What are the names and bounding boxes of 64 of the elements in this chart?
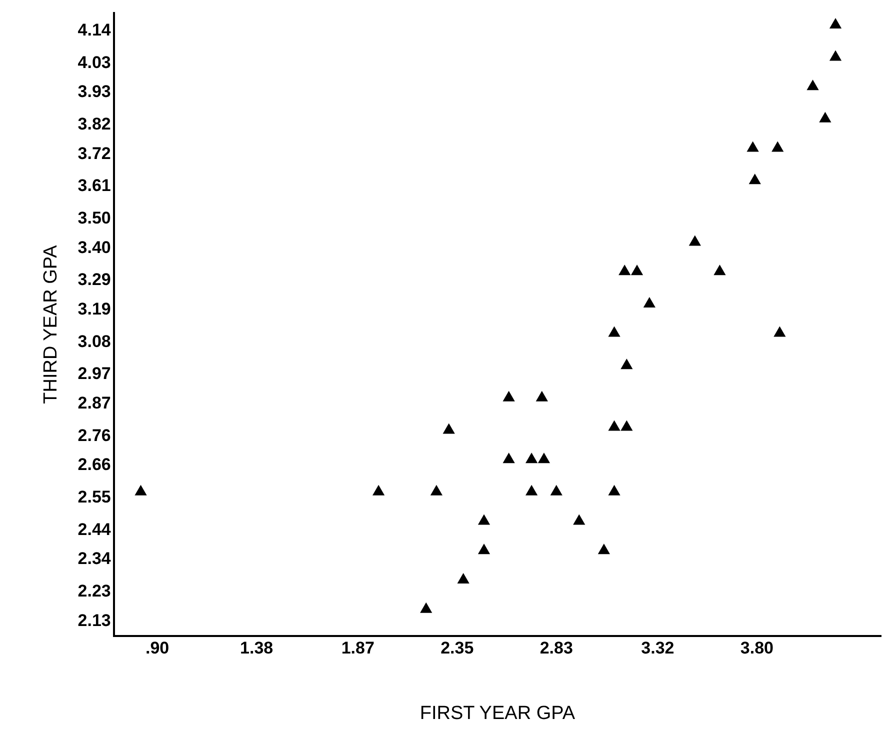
- x-tick-label: 2.35: [440, 638, 474, 658]
- point: [689, 236, 701, 246]
- point: [747, 142, 758, 152]
- point: [538, 453, 550, 464]
- point: [478, 544, 490, 554]
- y-tick-label: 4.14: [78, 20, 112, 40]
- point: [807, 80, 818, 90]
- point: [135, 485, 146, 496]
- x-tick-label: 1.87: [341, 638, 374, 658]
- y-tick-label: 2.44: [78, 520, 112, 539]
- y-tick-label: 3.40: [78, 238, 111, 257]
- point: [526, 485, 538, 496]
- point: [608, 326, 620, 337]
- point: [526, 453, 538, 464]
- point: [478, 514, 490, 525]
- point: [503, 391, 515, 402]
- point: [598, 544, 610, 554]
- x-tick-label: 2.83: [540, 638, 573, 658]
- point: [608, 485, 620, 496]
- x-axis-title: FIRST YEAR GPA: [420, 702, 576, 724]
- y-tick-label: 2.87: [78, 393, 111, 412]
- point: [420, 602, 432, 613]
- y-tick-label: 2.55: [78, 487, 111, 506]
- y-axis-title: THIRD YEAR GPA: [40, 244, 62, 404]
- y-tick-label: 2.34: [78, 549, 112, 568]
- point: [618, 265, 630, 276]
- x-tick-label: 3.32: [641, 638, 674, 658]
- x-tick-label: .90: [145, 638, 170, 658]
- point: [774, 326, 786, 337]
- point: [372, 485, 384, 496]
- point: [830, 18, 842, 28]
- y-tick-label: 2.97: [78, 364, 111, 384]
- y-tick-label: 4.03: [78, 52, 111, 72]
- y-tick-label: 2.76: [78, 426, 111, 445]
- y-tick-label: 3.19: [78, 300, 111, 319]
- y-tick-label: 3.82: [78, 114, 111, 134]
- x-tick-label: 3.80: [740, 638, 774, 658]
- point: [608, 420, 620, 431]
- y-tick-label: 2.23: [78, 581, 111, 600]
- y-tick-label: 3.29: [78, 270, 111, 290]
- point: [536, 391, 548, 402]
- y-tick-label: 3.72: [78, 144, 111, 163]
- y-tick-label: 3.93: [78, 82, 111, 102]
- y-tick-label: 2.13: [78, 610, 111, 630]
- y-tick-label: 3.08: [78, 332, 111, 351]
- point: [631, 265, 643, 276]
- point: [830, 50, 842, 61]
- point: [573, 514, 585, 525]
- point: [714, 265, 726, 276]
- point: [458, 574, 470, 584]
- y-tick-label: 2.66: [78, 455, 111, 474]
- y-tick-label: 3.50: [78, 208, 111, 228]
- point: [620, 359, 632, 370]
- point: [430, 485, 442, 496]
- point: [749, 174, 761, 184]
- point: [644, 297, 656, 308]
- point: [819, 112, 831, 122]
- point: [443, 424, 455, 434]
- x-tick-label: 1.38: [240, 638, 274, 658]
- point: [772, 142, 784, 152]
- y-tick-label: 3.61: [78, 176, 111, 196]
- point: [503, 453, 515, 464]
- point: [620, 420, 632, 431]
- point: [550, 485, 562, 496]
